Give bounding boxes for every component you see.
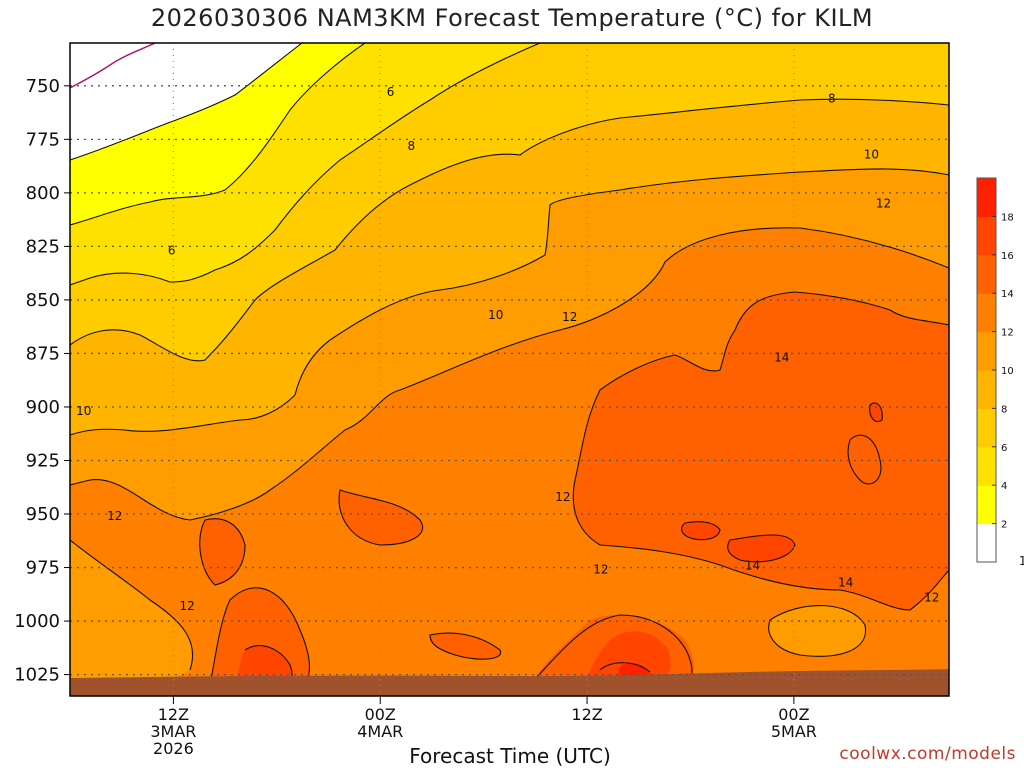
contour-label: 10 [76,404,91,418]
colorbar: 2 4 6 8 10 12 14 16 18 [976,177,1014,563]
y-tick-label: 850 [26,290,60,311]
contour-label: 12 [180,599,195,613]
y-tick-label: 800 [26,183,60,204]
x-tick-label: 3MAR [150,722,196,741]
temp-band-16-18-d [681,521,720,540]
x-tick-label: 00Z [778,705,809,724]
ground-surface [70,669,949,696]
y-tick-label: 825 [26,236,60,257]
contour-label: 10 [488,308,503,322]
colorbar-label: 10 [1001,366,1014,377]
grid-lines [70,43,949,696]
contour-label: 12 [562,310,577,324]
contour-label: 12 [924,591,939,605]
colorbar-swatch [977,178,996,217]
y-tick-label: 875 [26,343,60,364]
contour-label: 14 [774,351,789,365]
colorbar-swatch [977,408,996,448]
colorbar-swatch [977,523,996,563]
temp-band-10-12-right [768,605,866,657]
contour-label: 14 [1019,554,1024,568]
contour-label: 12 [555,490,570,504]
chart-title: 2026030306 NAM3KM Forecast Temperature (… [150,4,874,32]
x-tick-label: 5MAR [771,722,817,741]
y-tick-label: 975 [26,558,60,579]
colorbar-label: 8 [1001,404,1007,415]
colorbar-label: 14 [1001,289,1014,300]
plot-frame [69,42,950,697]
temp-band-10-12-low [70,540,193,690]
colorbar-swatch [977,331,996,371]
x-tick-label: 4MAR [357,722,403,741]
temp-band-16-18-c [727,535,795,562]
colorbar-swatch [977,485,996,525]
contour-label: 6 [168,244,176,258]
contour-label: 8 [828,92,836,106]
temperature-fill-area [70,43,949,696]
x-tick-label: 2026 [153,739,194,758]
colorbar-label: 6 [1001,443,1007,454]
y-tick-label: 1025 [14,665,60,686]
colorbar-swatch [977,446,996,486]
contour-label: 8 [407,139,415,153]
x-tick-label: 00Z [365,705,396,724]
temp-band-14-16 [573,292,949,610]
contour-lines [70,43,949,691]
colorbar-label: 18 [1001,212,1014,223]
colorbar-label: 2 [1001,520,1007,531]
y-tick-label: 750 [26,76,60,97]
colorbar-label: 4 [1001,481,1007,492]
contour-label: 12 [107,509,122,523]
y-tick-label: 1000 [14,611,60,632]
colorbar-label: 12 [1001,328,1014,339]
temp-band-14-16-f [430,633,501,660]
x-tick-label: 12Z [571,705,602,724]
contour-label: 10 [864,147,879,161]
credit-link[interactable]: coolwx.com/models [839,744,1016,764]
contour-label-layer: 6 6 8 8 10 10 10 12 12 12 12 12 12 12 14 14 14 14 14 [76,85,1024,613]
colorbar-swatch [977,254,996,294]
contour-label: 12 [593,563,608,577]
y-tick-label: 925 [26,450,60,471]
y-tick-label: 900 [26,397,60,418]
y-tick-label: 950 [26,504,60,525]
colorbar-swatch [977,370,996,409]
temp-band-16-18-e [869,402,883,422]
colorbar-swatch [977,216,996,256]
contour-label: 12 [876,197,891,211]
contour-label: 6 [387,85,395,99]
colorbar-swatch [977,293,996,333]
zero-degree-contour [70,43,156,89]
colorbar-label: 16 [1001,251,1014,262]
axis-ticks: 750 775 800 825 850 875 900 925 950 975 1000 1025 12… [14,76,817,758]
x-tick-label: 12Z [158,705,189,724]
temp-band-0-2 [70,43,302,160]
y-tick-label: 775 [26,129,60,150]
contour-label: 14 [745,558,760,572]
contour-label: 14 [838,576,853,590]
temp-band-14-16-e [199,518,245,585]
x-axis-title: Forecast Time (UTC) [409,744,611,768]
